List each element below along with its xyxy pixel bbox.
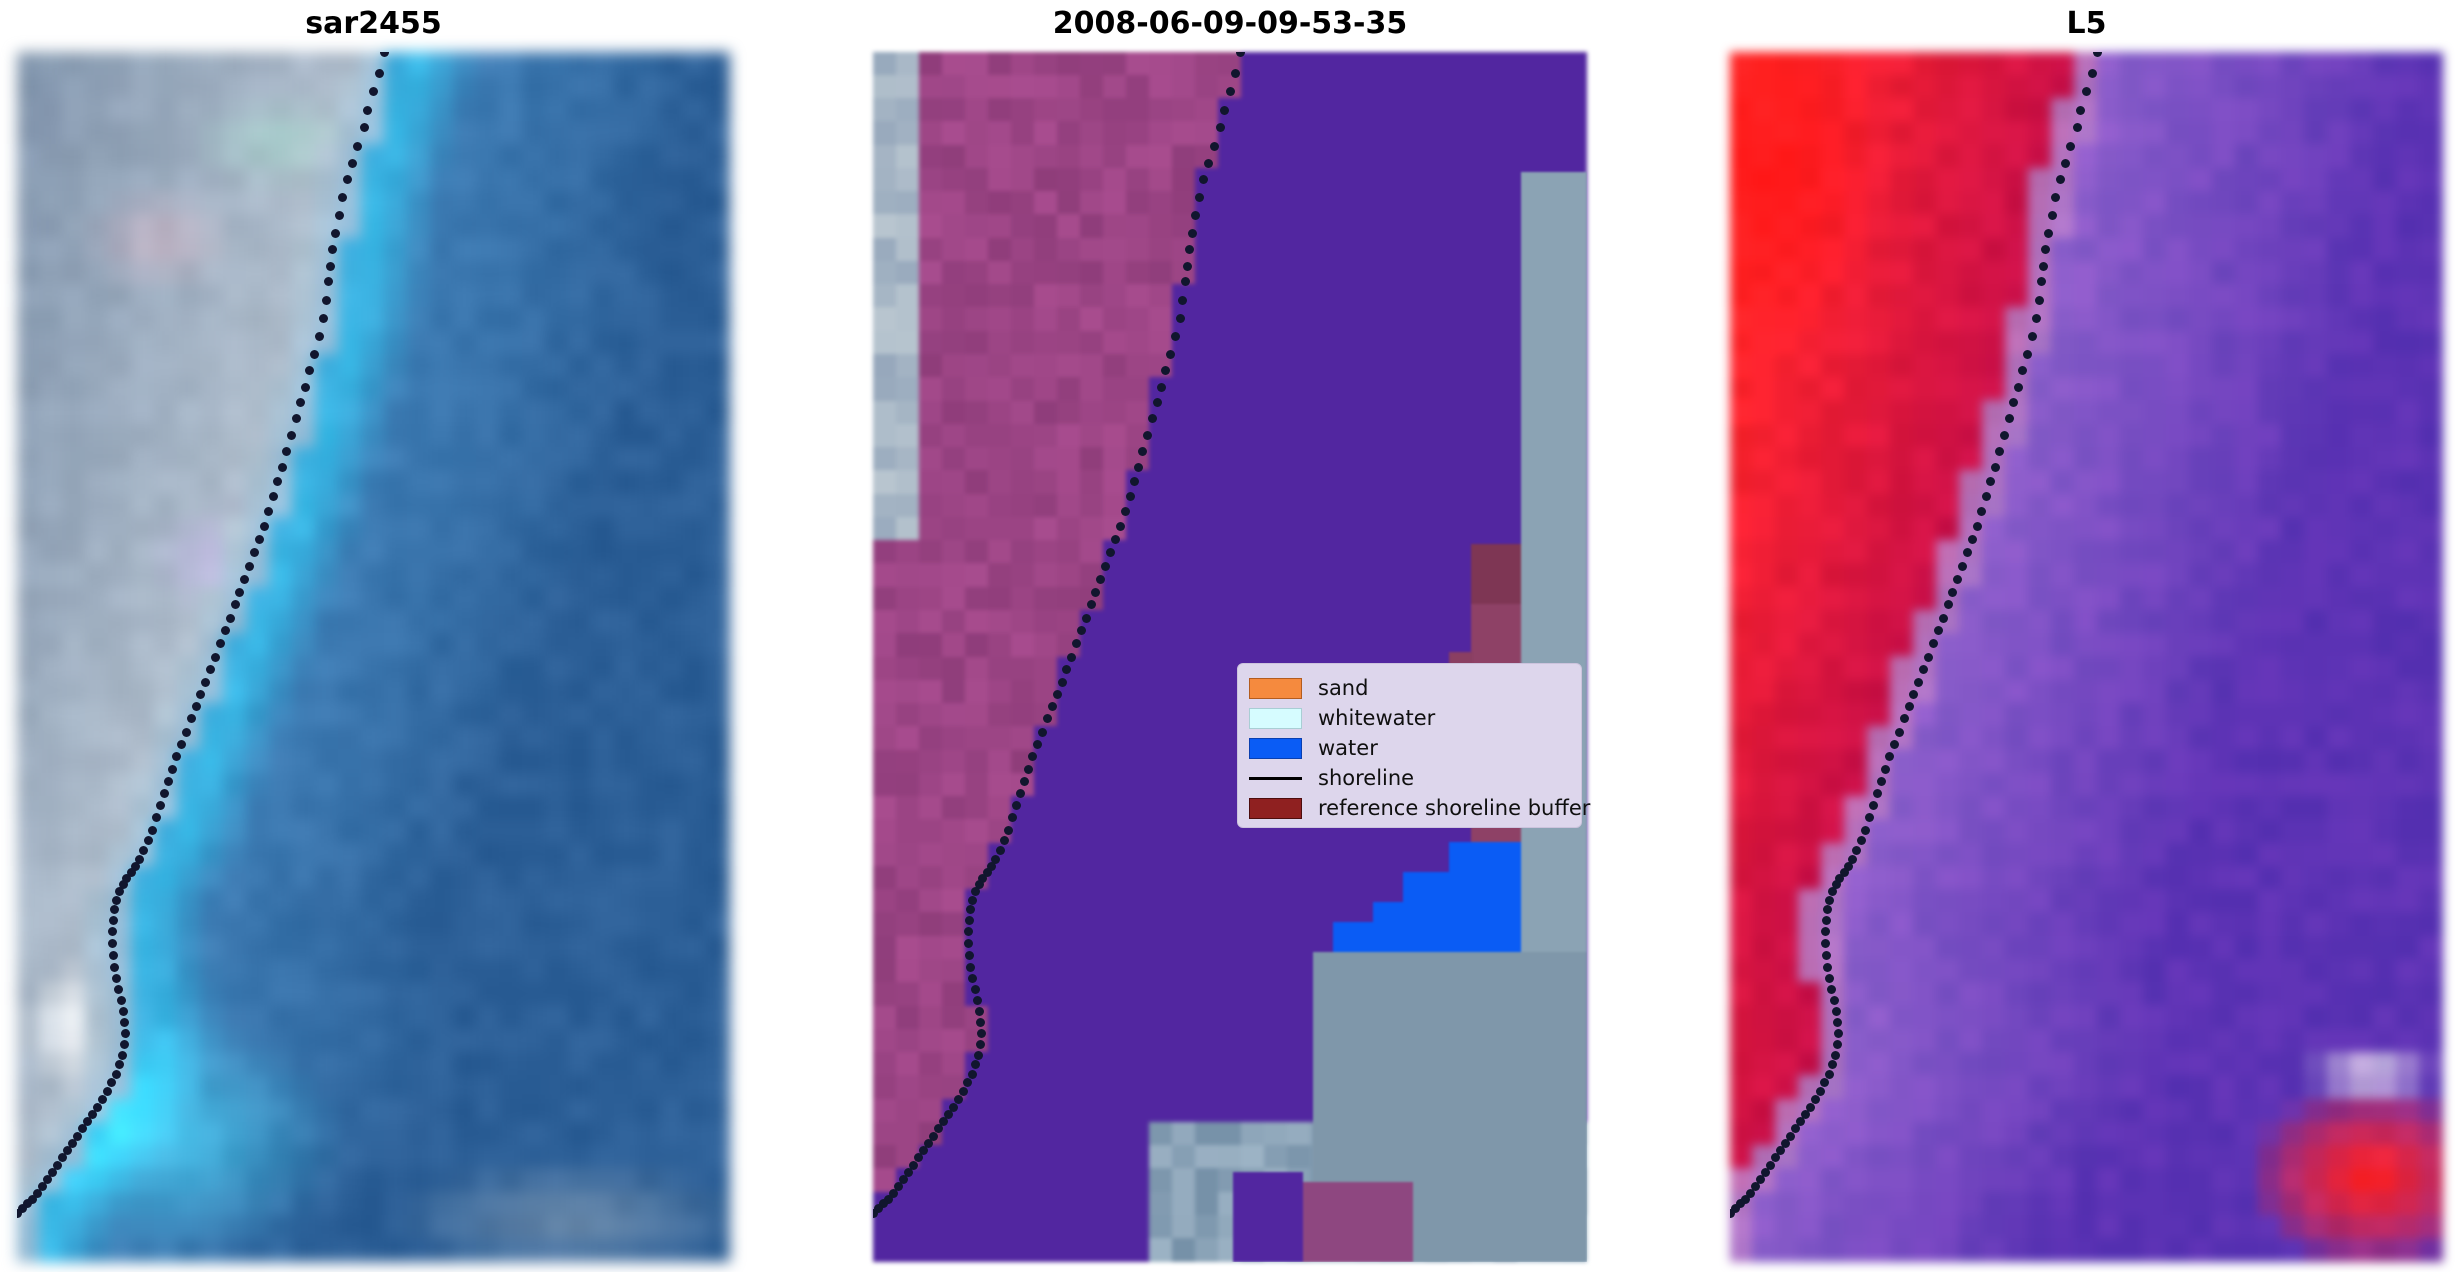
panel-title-l5: L5 [2066, 6, 2107, 41]
map-legend: sand whitewater water shoreline reference sh… [1237, 663, 1590, 828]
panel-title-sar: sar2455 [305, 6, 442, 41]
shoreline-dotted-path [873, 52, 1587, 1262]
legend-label: shoreline [1318, 766, 1415, 790]
panel-sar-shoreline-layer [17, 52, 730, 1262]
panel-sar-image[interactable] [17, 52, 730, 1262]
legend-swatch-water [1249, 737, 1302, 759]
panel-title-classification: 2008-06-09-09-53-35 [1052, 6, 1408, 41]
shoreline-dotted-path [17, 52, 730, 1262]
legend-label: sand [1318, 676, 1369, 700]
legend-swatch-whitewater [1249, 707, 1302, 729]
water-class-cell [1333, 922, 1521, 954]
panel-l5-shoreline-layer [1730, 52, 2443, 1262]
legend-swatch-sand [1249, 677, 1302, 699]
legend-item: shoreline [1249, 763, 1569, 793]
legend-item: reference shoreline buffer [1249, 793, 1590, 823]
legend-swatch-shoreline [1249, 776, 1302, 780]
legend-label: reference shoreline buffer [1318, 796, 1591, 820]
legend-label: whitewater [1318, 706, 1436, 730]
shoreline-dotted-path [1730, 52, 2443, 1262]
panel-l5-image[interactable] [1730, 52, 2443, 1262]
ref-buffer [1471, 544, 1521, 604]
legend-label: water [1318, 736, 1378, 760]
legend-item: sand [1249, 673, 1569, 703]
panel-classification-shoreline-layer [873, 52, 1587, 1262]
legend-swatch-reference-shoreline-buffer [1249, 797, 1302, 819]
land-cell [1293, 1182, 1413, 1262]
legend-item: whitewater [1249, 703, 1569, 733]
water-cell [1233, 1172, 1303, 1262]
legend-item: water [1249, 733, 1569, 763]
